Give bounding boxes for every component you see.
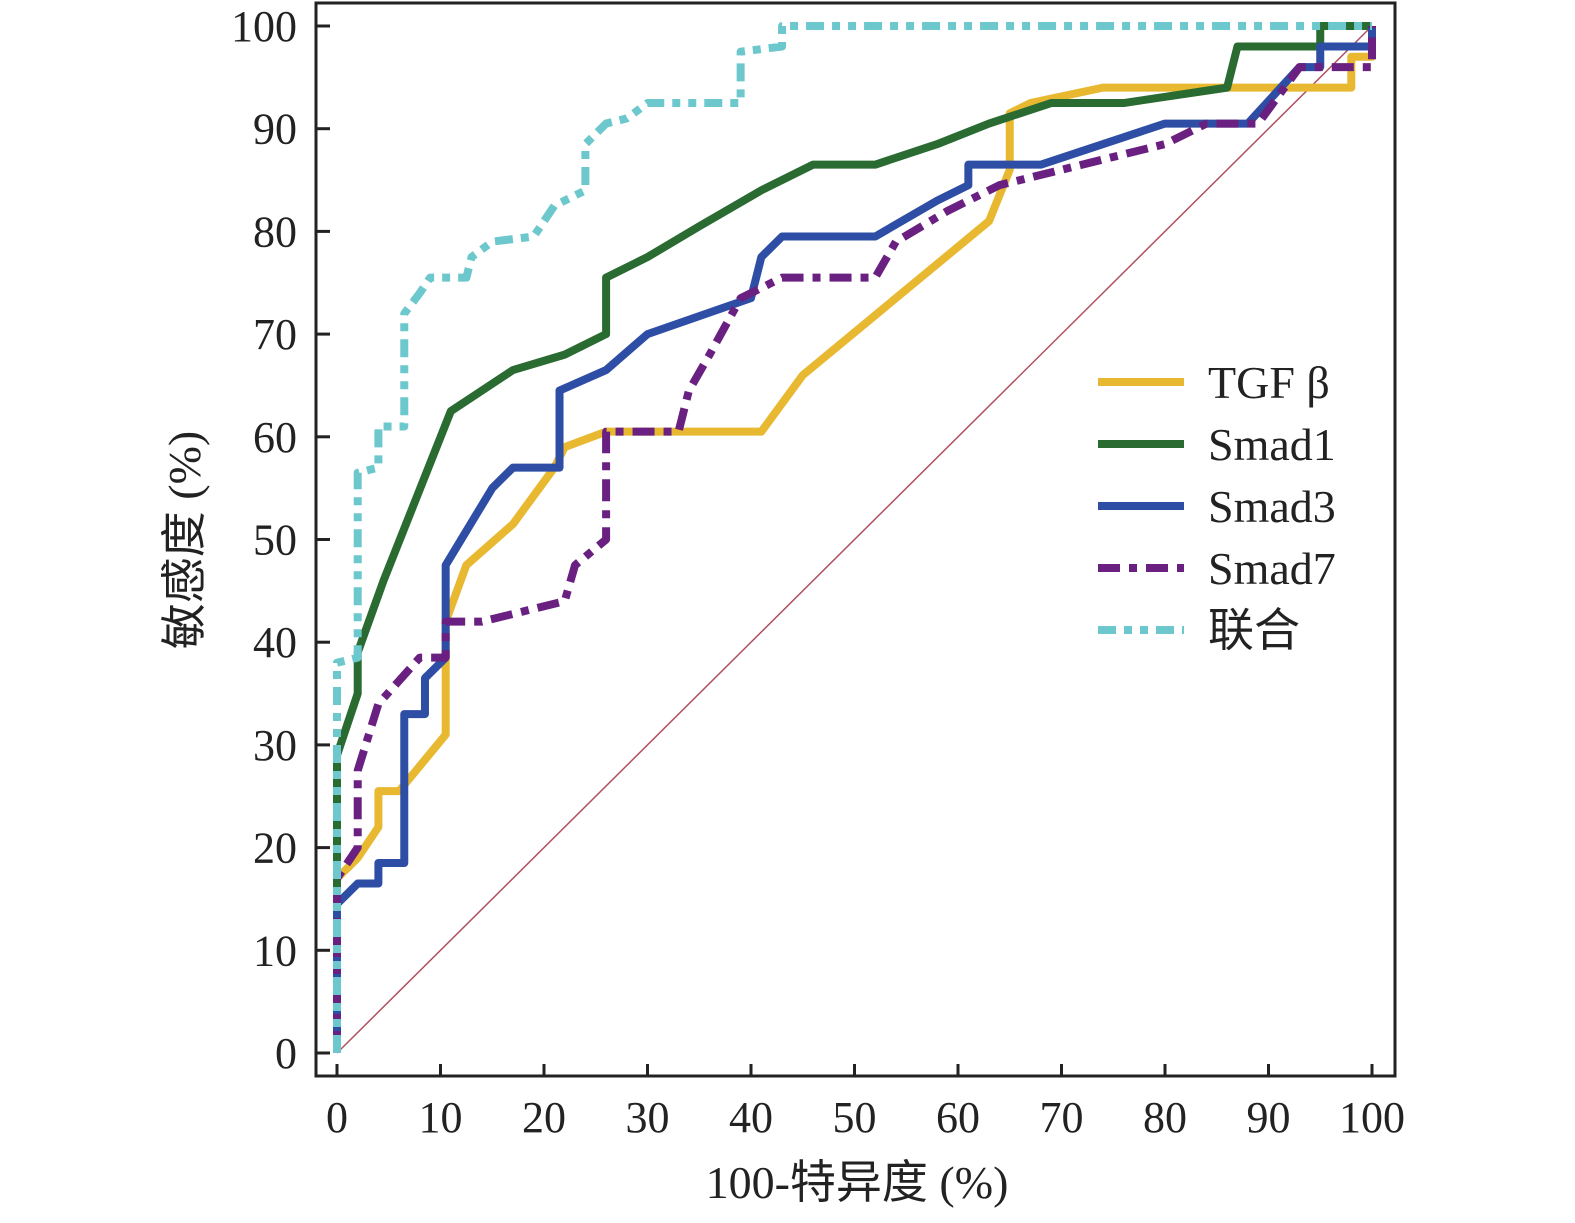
y-tick-label: 10: [253, 926, 297, 975]
legend-label-3: Smad7: [1208, 543, 1336, 594]
y-tick-label: 70: [253, 310, 297, 359]
x-tick-label: 90: [1247, 1093, 1291, 1142]
series-line-1: [333, 22, 1372, 1053]
x-tick-label: 30: [626, 1093, 670, 1142]
x-axis-label: 100-特异度 (%): [706, 1157, 1009, 1208]
legend-label-2: Smad3: [1208, 481, 1336, 532]
x-tick-label: 40: [729, 1093, 773, 1142]
y-tick-label: 100: [231, 2, 297, 51]
legend: TGF β Smad1 Smad3 Smad7 联合: [1098, 357, 1336, 656]
x-tick-label: 100: [1339, 1093, 1405, 1142]
y-axis-label: 敏感度 (%): [159, 431, 210, 649]
legend-label-1: Smad1: [1208, 419, 1336, 470]
x-tick-label: 70: [1040, 1093, 1084, 1142]
axes-layer: 0 10 20 30 40 50 60 70 80 90 100 0 10 20 30 40 50 60 70 80 9…: [231, 2, 1405, 1142]
x-tick-label: 0: [326, 1093, 348, 1142]
series-line-4: [333, 22, 1372, 1053]
y-tick-label: 20: [253, 824, 297, 873]
x-tick-label: 20: [522, 1093, 566, 1142]
y-tick-label: 30: [253, 721, 297, 770]
series-layer: [333, 22, 1376, 1053]
y-tick-label: 40: [253, 618, 297, 667]
x-tick-label: 50: [833, 1093, 877, 1142]
legend-label-4: 联合: [1208, 605, 1300, 656]
x-tick-label: 60: [936, 1093, 980, 1142]
reference-diagonal-line: [336, 25, 1373, 1054]
y-tick-label: 90: [253, 105, 297, 154]
legend-label-0: TGF β: [1208, 357, 1330, 408]
y-tick-label: 60: [253, 413, 297, 462]
y-tick-label: 80: [253, 207, 297, 256]
reference-line-layer: [336, 25, 1373, 1054]
y-tick-label: 50: [253, 516, 297, 565]
x-tick-label: 80: [1143, 1093, 1187, 1142]
x-tick-label: 10: [419, 1093, 463, 1142]
series-line-3: [333, 26, 1376, 1053]
y-tick-label: 0: [275, 1029, 297, 1078]
